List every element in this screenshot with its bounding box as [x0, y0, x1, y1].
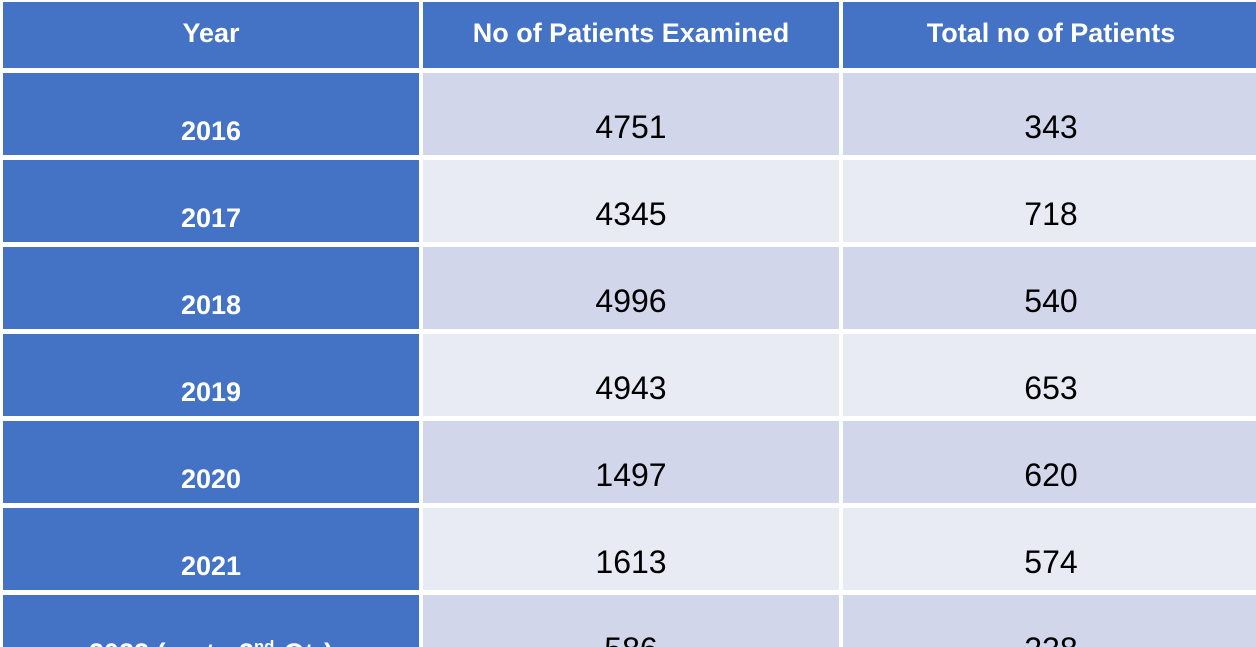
ordinal-superscript: nd	[253, 636, 275, 647]
examined-cell: 1613	[423, 508, 839, 590]
spellcheck-squiggle: Qtr	[284, 638, 325, 647]
examined-cell: 586	[423, 595, 839, 647]
header-year: Year	[3, 2, 419, 68]
year-2022-prefix: 2022 (up to 2	[89, 638, 254, 647]
header-total-patients: Total no of Patients	[843, 2, 1256, 68]
table-row-2022: 2022 (up to 2nd Qtr) 586 238	[3, 595, 1256, 647]
header-row: Year No of Patients Examined Total no of…	[3, 2, 1256, 68]
table-row-2019: 2019 4943 653	[3, 334, 1256, 416]
qtr-underlined-word: Qtr	[284, 638, 325, 647]
examined-cell: 4751	[423, 73, 839, 155]
year-cell-2022: 2022 (up to 2nd Qtr)	[3, 595, 419, 647]
table-row-2017: 2017 4345 718	[3, 160, 1256, 242]
year-cell: 2018	[3, 247, 419, 329]
total-cell: 574	[843, 508, 1256, 590]
table-row-2020: 2020 1497 620	[3, 421, 1256, 503]
examined-cell: 4996	[423, 247, 839, 329]
year-cell: 2017	[3, 160, 419, 242]
year-cell: 2019	[3, 334, 419, 416]
total-cell: 540	[843, 247, 1256, 329]
year-cell: 2020	[3, 421, 419, 503]
table-row-2018: 2018 4996 540	[3, 247, 1256, 329]
total-cell: 653	[843, 334, 1256, 416]
total-cell: 620	[843, 421, 1256, 503]
year-2022-suffix: )	[324, 638, 333, 647]
header-patients-examined: No of Patients Examined	[423, 2, 839, 68]
examined-cell: 4345	[423, 160, 839, 242]
total-cell: 718	[843, 160, 1256, 242]
table-row-2016: 2016 4751 343	[3, 73, 1256, 155]
total-cell: 343	[843, 73, 1256, 155]
table-row-2021: 2021 1613 574	[3, 508, 1256, 590]
total-cell: 238	[843, 595, 1256, 647]
examined-cell: 4943	[423, 334, 839, 416]
year-cell: 2021	[3, 508, 419, 590]
examined-cell: 1497	[423, 421, 839, 503]
year-cell: 2016	[3, 73, 419, 155]
